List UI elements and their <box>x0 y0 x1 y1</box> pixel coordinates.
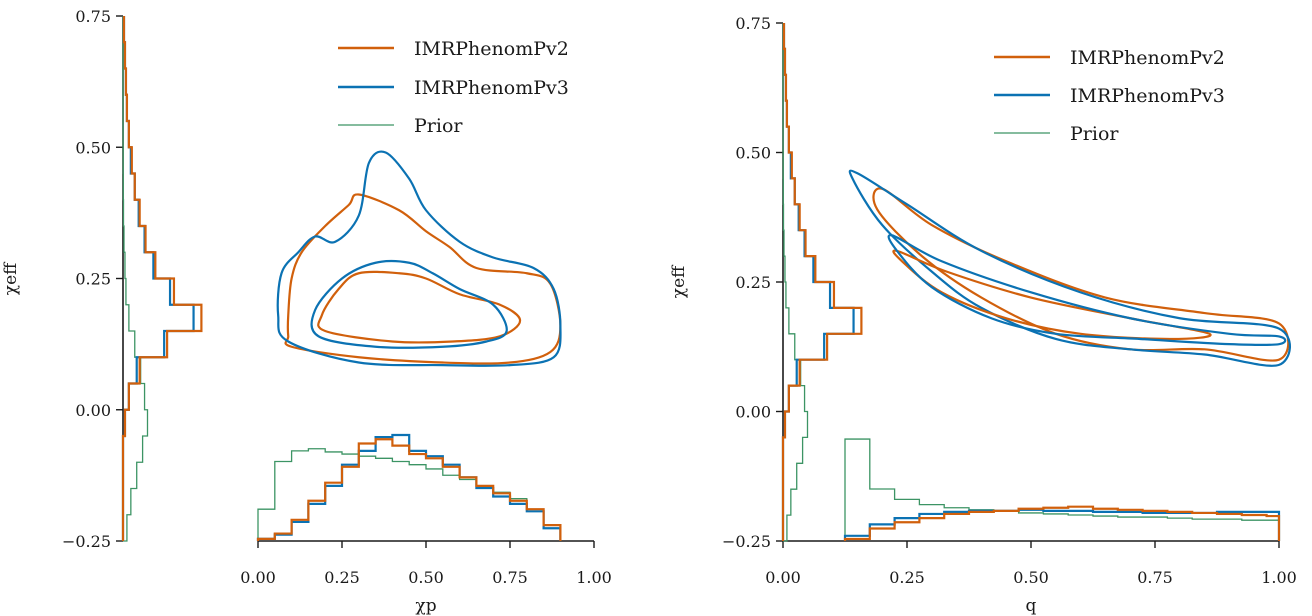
x-marginal-imrphenompv2 <box>256 438 562 541</box>
x-marginal-imrphenompv2 <box>843 505 1281 541</box>
contour-imrphenompv3-inner <box>310 260 508 349</box>
right-x-ticks: 0.00 0.25 0.50 0.75 1.00 <box>765 541 1297 587</box>
left-y-label: χeff <box>1 261 21 295</box>
y-tick-label: 0.75 <box>75 7 111 26</box>
y-tick-label: −0.25 <box>722 532 771 551</box>
x-tick-label: 0.75 <box>1137 568 1173 587</box>
y-tick-label: 0.00 <box>75 401 111 420</box>
y-marginal-prior <box>122 16 149 542</box>
x-tick-label: 0.50 <box>408 568 444 587</box>
contour-imrphenompv2-inner <box>317 270 522 344</box>
x-tick-label: 0.00 <box>240 568 276 587</box>
left-panel: −0.25 0.00 0.25 0.50 0.75 0.00 0.25 0.50 0.75 1.… <box>1 7 612 616</box>
y-marginal-imrphenompv2 <box>781 23 863 541</box>
contour-imrphenompv2-inner <box>892 249 1212 341</box>
x-tick-label: 1.00 <box>1261 568 1297 587</box>
left-histograms <box>121 16 562 542</box>
y-tick-label: 0.50 <box>735 144 771 163</box>
legend-label-pv2: IMRPhenomPv2 <box>414 38 569 60</box>
x-tick-label: 0.25 <box>889 568 925 587</box>
right-panel: −0.25 0.00 0.25 0.50 0.75 0.00 0.25 0.50 0.75 1.… <box>669 14 1297 616</box>
x-marginal-prior <box>257 448 562 541</box>
contour-imrphenompv3-outer <box>848 169 1291 367</box>
contour-imrphenompv3-outer <box>276 150 562 367</box>
x-tick-label: 0.75 <box>492 568 528 587</box>
x-tick-label: 0.25 <box>324 568 360 587</box>
left-x-label: χp <box>415 596 436 616</box>
right-y-label: χeff <box>669 264 689 298</box>
legend-label-pv3: IMRPhenomPv3 <box>1070 85 1225 107</box>
right-x-label: q <box>1026 596 1037 616</box>
right-contours <box>848 169 1291 367</box>
legend-label-prior: Prior <box>414 115 463 137</box>
y-marginal-prior <box>782 23 809 542</box>
y-tick-label: 0.25 <box>75 270 111 289</box>
left-y-ticks: −0.25 0.00 0.25 0.50 0.75 <box>62 7 123 551</box>
legend-label-prior: Prior <box>1070 123 1119 145</box>
left-x-ticks: 0.00 0.25 0.50 0.75 1.00 <box>240 541 612 587</box>
left-legend: IMRPhenomPv2 IMRPhenomPv3 Prior <box>338 38 569 137</box>
right-histograms <box>781 23 1281 542</box>
x-tick-label: 1.00 <box>576 568 612 587</box>
y-marginal-imrphenompv2 <box>121 16 203 541</box>
contour-imrphenompv2-outer <box>284 193 562 365</box>
x-tick-label: 0.50 <box>1013 568 1049 587</box>
y-tick-label: −0.25 <box>62 532 111 551</box>
legend-label-pv2: IMRPhenomPv2 <box>1070 47 1225 69</box>
legend-label-pv3: IMRPhenomPv3 <box>414 77 569 99</box>
y-tick-label: 0.50 <box>75 138 111 157</box>
contour-imrphenompv3-inner <box>887 234 1287 347</box>
y-tick-label: 0.75 <box>735 14 771 33</box>
left-contours <box>276 150 562 367</box>
y-tick-label: 0.25 <box>735 273 771 292</box>
y-tick-label: 0.00 <box>735 403 771 422</box>
x-marginal-prior <box>844 438 1280 541</box>
x-tick-label: 0.00 <box>765 568 801 587</box>
right-legend: IMRPhenomPv2 IMRPhenomPv3 Prior <box>994 47 1225 145</box>
right-y-ticks: −0.25 0.00 0.25 0.50 0.75 <box>722 14 783 551</box>
